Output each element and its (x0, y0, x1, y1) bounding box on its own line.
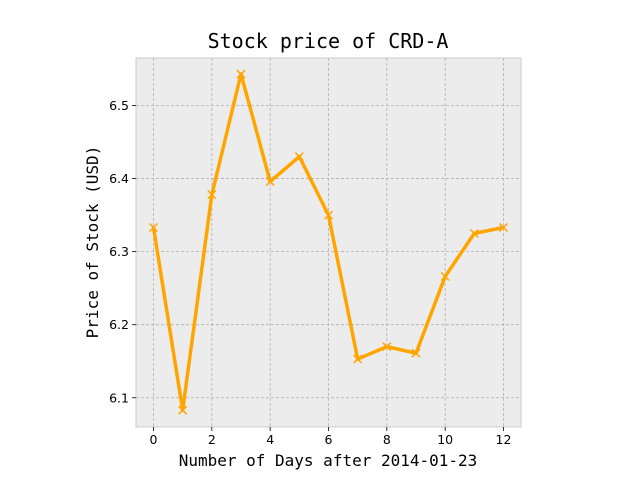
x-tick-label: 12 (496, 432, 512, 447)
x-tick-label: 2 (208, 432, 216, 447)
y-axis-label: Price of Stock (USD) (83, 146, 102, 339)
data-point-marker (236, 69, 246, 79)
y-tick-label: 6.2 (109, 317, 129, 332)
x-tick-label: 0 (150, 432, 158, 447)
y-tick-label: 6.5 (109, 98, 129, 113)
data-point-marker (469, 228, 479, 238)
y-tick-label: 6.1 (109, 390, 129, 405)
data-point-marker (498, 222, 509, 233)
x-tick-label: 6 (325, 432, 333, 447)
series-layer (148, 69, 509, 415)
data-point-marker (440, 271, 450, 282)
data-point-marker (353, 354, 363, 364)
tick-layer: 0 2 4 6 8 10 12 6.1 6.2 6.3 6.4 6.5 (109, 98, 511, 447)
data-point-marker (382, 342, 392, 352)
data-point-marker (265, 176, 275, 187)
y-tick-label: 6.3 (109, 244, 129, 259)
grid (136, 58, 521, 427)
data-point-marker (294, 152, 304, 162)
x-tick-label: 10 (437, 432, 453, 447)
data-point-marker (207, 190, 217, 200)
data-point-marker (178, 405, 188, 415)
chart-title: Stock price of CRD-A (208, 29, 449, 53)
data-point-marker (411, 348, 421, 358)
data-point-marker (148, 222, 159, 233)
data-point-marker (323, 210, 334, 220)
y-tick-label: 6.4 (109, 171, 129, 186)
x-axis-label: Number of Days after 2014-01-23 (179, 451, 478, 470)
x-tick-label: 8 (383, 432, 391, 447)
x-tick-label: 4 (266, 432, 274, 447)
